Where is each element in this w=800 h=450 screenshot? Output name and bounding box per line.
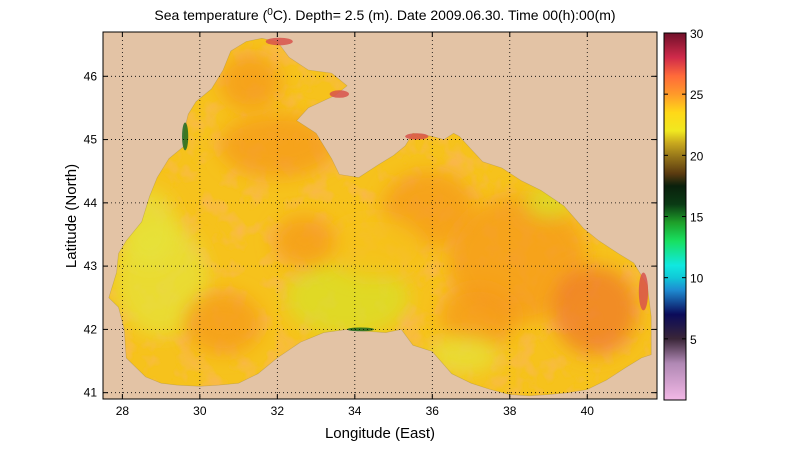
- temperature-patch: [440, 285, 518, 349]
- x-tick-label: 40: [581, 404, 595, 418]
- coastal-feature: [638, 272, 649, 311]
- sea-layer: [108, 37, 652, 397]
- x-tick-label: 36: [426, 404, 440, 418]
- temperature-patch: [184, 291, 262, 355]
- colorbar-tick-label: 25: [690, 88, 704, 102]
- coastal-features: [182, 37, 649, 332]
- temperature-patch: [552, 266, 638, 355]
- temperature-patch: [219, 54, 282, 112]
- coastline: [108, 37, 652, 397]
- x-tick-label: 38: [503, 404, 517, 418]
- y-axis-title: Latitude (North): [63, 164, 80, 268]
- colorbar: 5 10 15 20 25 30: [663, 27, 704, 401]
- coastal-feature: [347, 327, 375, 332]
- coastal-feature: [329, 90, 350, 98]
- title-prefix: Sea temperature (: [154, 7, 267, 23]
- plot-frame: [102, 31, 658, 400]
- y-tick-label: 45: [84, 133, 98, 147]
- colorbar-tick-label: 20: [690, 149, 704, 163]
- colorbar-tick-label: 10: [690, 272, 704, 286]
- y-tick-label: 41: [84, 386, 98, 400]
- colorbar-tick-label: 5: [690, 333, 697, 347]
- x-tick-label: 32: [271, 404, 285, 418]
- title-superscript: 0: [267, 7, 273, 18]
- temperature-patch: [428, 335, 499, 374]
- coastal-feature: [405, 133, 429, 140]
- x-tick-label: 34: [348, 404, 362, 418]
- y-tick-label: 46: [84, 69, 98, 83]
- x-tick-label: 30: [193, 404, 207, 418]
- y-axis-ticks: 41 42 43 44 45 46: [84, 69, 657, 400]
- temperature-patch: [219, 114, 336, 178]
- coastal-feature: [265, 37, 293, 46]
- colorbar-gradient: [664, 33, 686, 400]
- temperature-patch: [285, 259, 410, 336]
- temperature-patch: [323, 215, 425, 279]
- colorbar-tick-label: 30: [690, 27, 704, 41]
- plot-title: Sea temperature (0C). Depth= 2.5 (m). Da…: [154, 7, 615, 23]
- x-axis-ticks: 28 30 32 34 36 38 40: [116, 32, 595, 418]
- x-axis-title: Longitude (East): [325, 425, 435, 442]
- grid-lines: [103, 32, 657, 399]
- coastal-feature: [182, 122, 189, 151]
- colorbar-ticks: 5 10 15 20 25 30: [664, 27, 704, 347]
- y-tick-label: 44: [84, 196, 98, 210]
- colorbar-tick-label: 15: [690, 211, 704, 225]
- sea-temperature-patches: [114, 54, 638, 374]
- x-tick-label: 28: [116, 404, 130, 418]
- title-suffix: C). Depth= 2.5 (m). Date 2009.06.30. Tim…: [273, 7, 616, 23]
- map-axes: 28 30 32 34 36 38 40 41 42 43 44 45 46 Longitude (E…: [63, 31, 658, 442]
- y-tick-label: 42: [84, 322, 98, 336]
- temperature-patch: [273, 215, 336, 267]
- y-tick-label: 43: [84, 259, 98, 273]
